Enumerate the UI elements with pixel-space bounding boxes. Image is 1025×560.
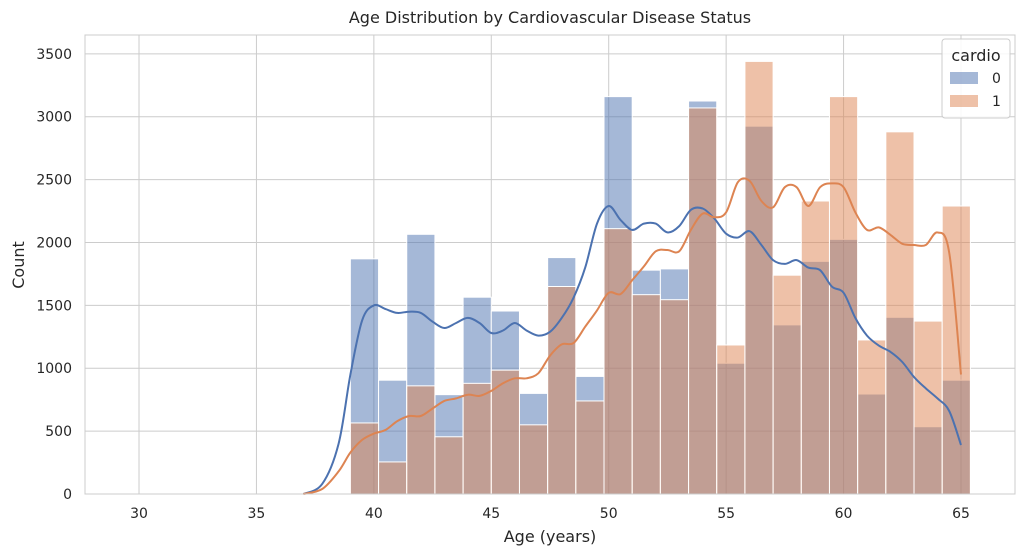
bar-series-1: [462, 382, 492, 495]
bar-series-1: [744, 60, 774, 495]
legend-label-1: 1: [992, 94, 1001, 110]
bar-series-1: [518, 424, 549, 495]
bar-series-1: [941, 205, 971, 495]
bar-series-1: [659, 299, 690, 495]
y-tick-label: 2500: [36, 173, 72, 189]
legend-swatch-1: [950, 95, 978, 107]
x-axis-label: Age (years): [504, 527, 597, 546]
y-tick-label: 3000: [36, 110, 72, 126]
legend: cardio 0 1: [941, 38, 1011, 119]
y-tick-label: 3500: [36, 47, 72, 63]
bars: [349, 60, 971, 495]
bar-series-1: [857, 339, 887, 495]
bar-series-1: [631, 294, 661, 495]
y-tick-label: 1000: [36, 361, 72, 377]
bar-series-1: [800, 200, 830, 495]
kde-curves: [302, 177, 962, 495]
x-tick-label: 55: [717, 506, 735, 522]
bar-series-1: [490, 369, 520, 495]
y-tick-label: 2000: [36, 235, 72, 251]
legend-title: cardio: [951, 46, 1000, 65]
x-tick-label: 45: [482, 506, 500, 522]
y-tick-label: 500: [45, 424, 72, 440]
x-tick-label: 65: [952, 506, 970, 522]
bar-series-1: [913, 320, 943, 495]
y-tick-label: 0: [63, 487, 72, 503]
bar-series-1: [406, 385, 436, 495]
x-tick-label: 50: [600, 506, 618, 522]
bar-series-1: [434, 436, 464, 495]
y-axis-ticks: 0 500 1000 1500 2000 2500 3000 3500: [36, 47, 72, 503]
plot-frame: [84, 34, 1016, 495]
chart-title: Age Distribution by Cardiovascular Disea…: [349, 8, 751, 27]
x-tick-label: 35: [248, 506, 266, 522]
x-tick-label: 30: [130, 506, 148, 522]
x-axis-ticks: 30 35 40 45 50 55 60 65: [130, 506, 970, 522]
legend-label-0: 0: [992, 71, 1001, 87]
bar-series-1: [885, 131, 915, 495]
legend-swatch-0: [950, 72, 978, 84]
bar-series-1: [603, 228, 633, 495]
y-axis-label: Count: [9, 241, 28, 289]
bar-series-1: [378, 461, 408, 495]
y-tick-label: 1500: [36, 298, 72, 314]
bar-series-1: [716, 344, 746, 495]
kde-line-series-1: [303, 177, 962, 495]
kde-line-series-0: [302, 205, 962, 495]
x-tick-label: 60: [835, 506, 853, 522]
bar-series-1: [349, 422, 380, 495]
bar-series-1: [828, 96, 859, 495]
bar-series-1: [772, 274, 802, 495]
bar-series-1: [575, 400, 605, 495]
bar-series-1: [688, 107, 718, 495]
x-tick-label: 40: [365, 506, 383, 522]
bar-series-1: [547, 286, 577, 495]
